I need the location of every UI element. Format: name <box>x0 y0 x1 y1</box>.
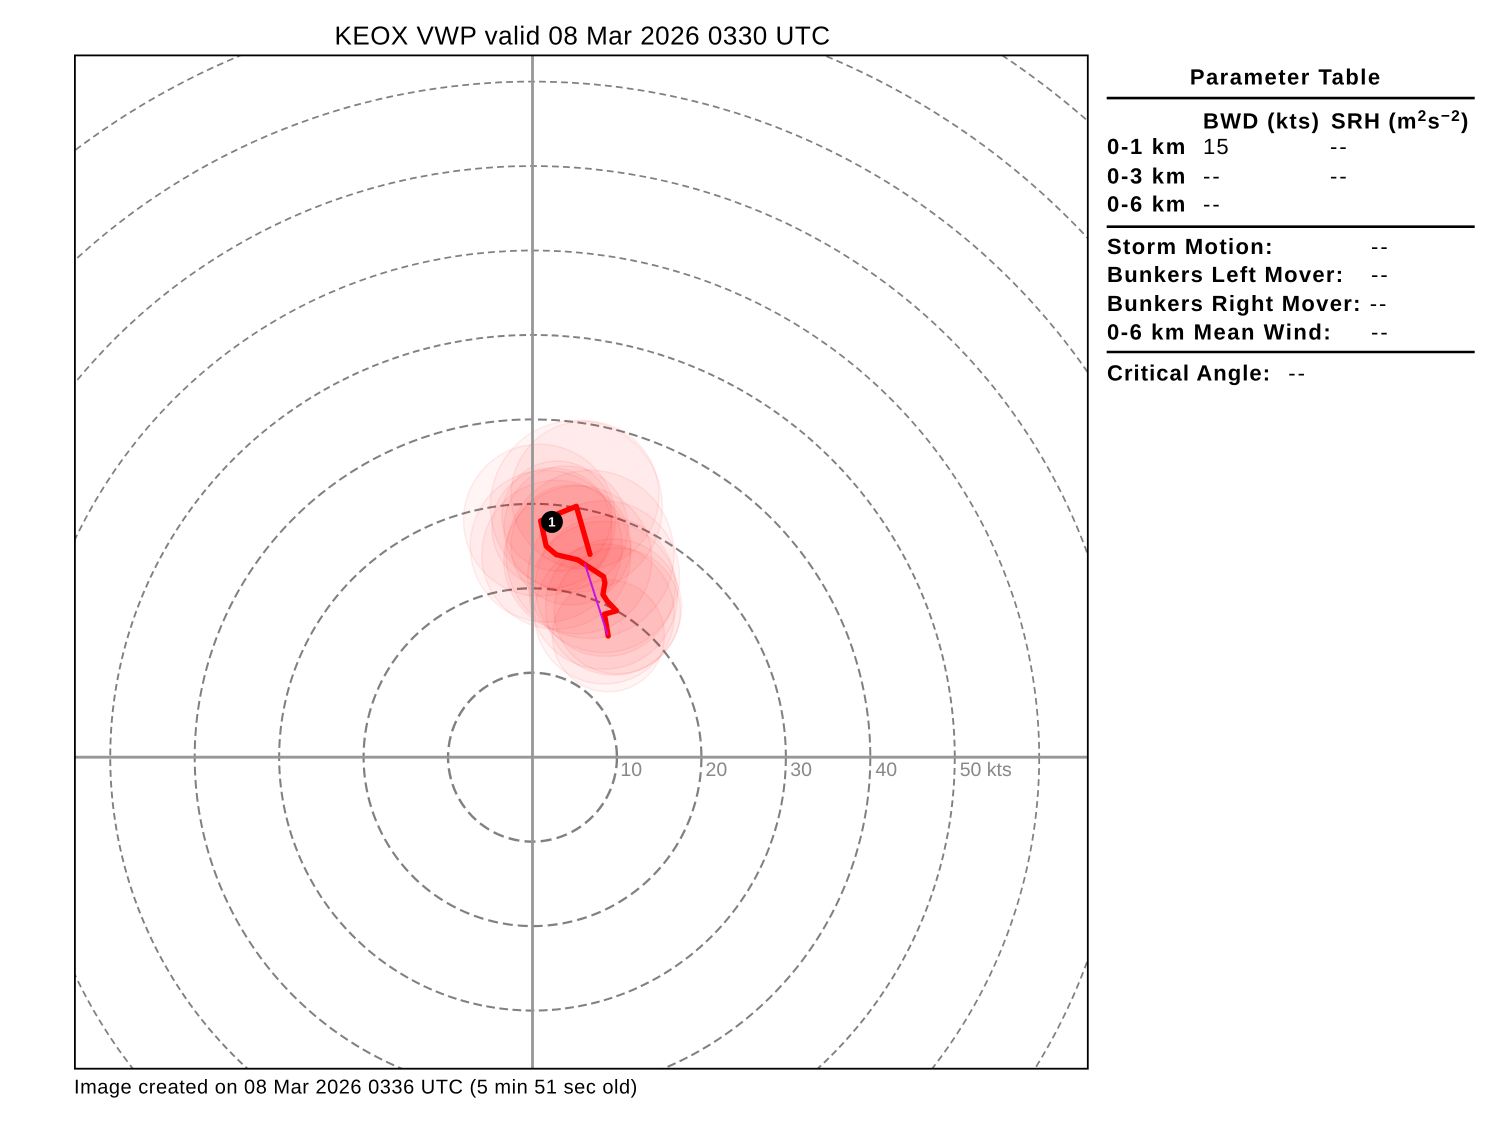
svg-text:Critical Angle:: Critical Angle: <box>1107 361 1271 386</box>
svg-text:--: -- <box>1288 361 1307 386</box>
svg-text:SRH (m2s−2): SRH (m2s−2) <box>1331 108 1470 134</box>
svg-text:Bunkers Right Mover:: Bunkers Right Mover: <box>1107 291 1362 316</box>
svg-text:--: -- <box>1371 234 1390 259</box>
svg-text:15: 15 <box>1203 134 1230 159</box>
svg-text:0-6 km: 0-6 km <box>1107 191 1187 216</box>
svg-text:0-1 km: 0-1 km <box>1107 134 1187 159</box>
svg-text:--: -- <box>1370 291 1389 316</box>
svg-text:Image created on 08 Mar 2026 0: Image created on 08 Mar 2026 0336 UTC (5… <box>74 1077 638 1099</box>
svg-text:KEOX VWP valid 08 Mar 2026 033: KEOX VWP valid 08 Mar 2026 0330 UTC <box>334 21 830 51</box>
svg-text:20: 20 <box>706 759 728 781</box>
svg-text:30: 30 <box>790 759 812 781</box>
svg-text:--: -- <box>1330 134 1349 159</box>
svg-text:10: 10 <box>620 759 642 781</box>
svg-text:Bunkers Left Mover:: Bunkers Left Mover: <box>1107 262 1344 287</box>
svg-text:--: -- <box>1371 262 1390 287</box>
svg-text:Parameter Table: Parameter Table <box>1190 65 1382 90</box>
svg-text:0-3 km: 0-3 km <box>1107 163 1187 188</box>
svg-text:--: -- <box>1371 319 1390 344</box>
svg-text:0-6 km Mean Wind:: 0-6 km Mean Wind: <box>1107 319 1332 344</box>
svg-text:50 kts: 50 kts <box>960 759 1012 781</box>
svg-text:40: 40 <box>875 759 897 781</box>
svg-text:--: -- <box>1203 163 1222 188</box>
svg-text:BWD (kts): BWD (kts) <box>1203 109 1320 134</box>
svg-text:--: -- <box>1330 163 1349 188</box>
svg-text:--: -- <box>1203 191 1222 216</box>
svg-text:Storm Motion:: Storm Motion: <box>1107 234 1274 259</box>
